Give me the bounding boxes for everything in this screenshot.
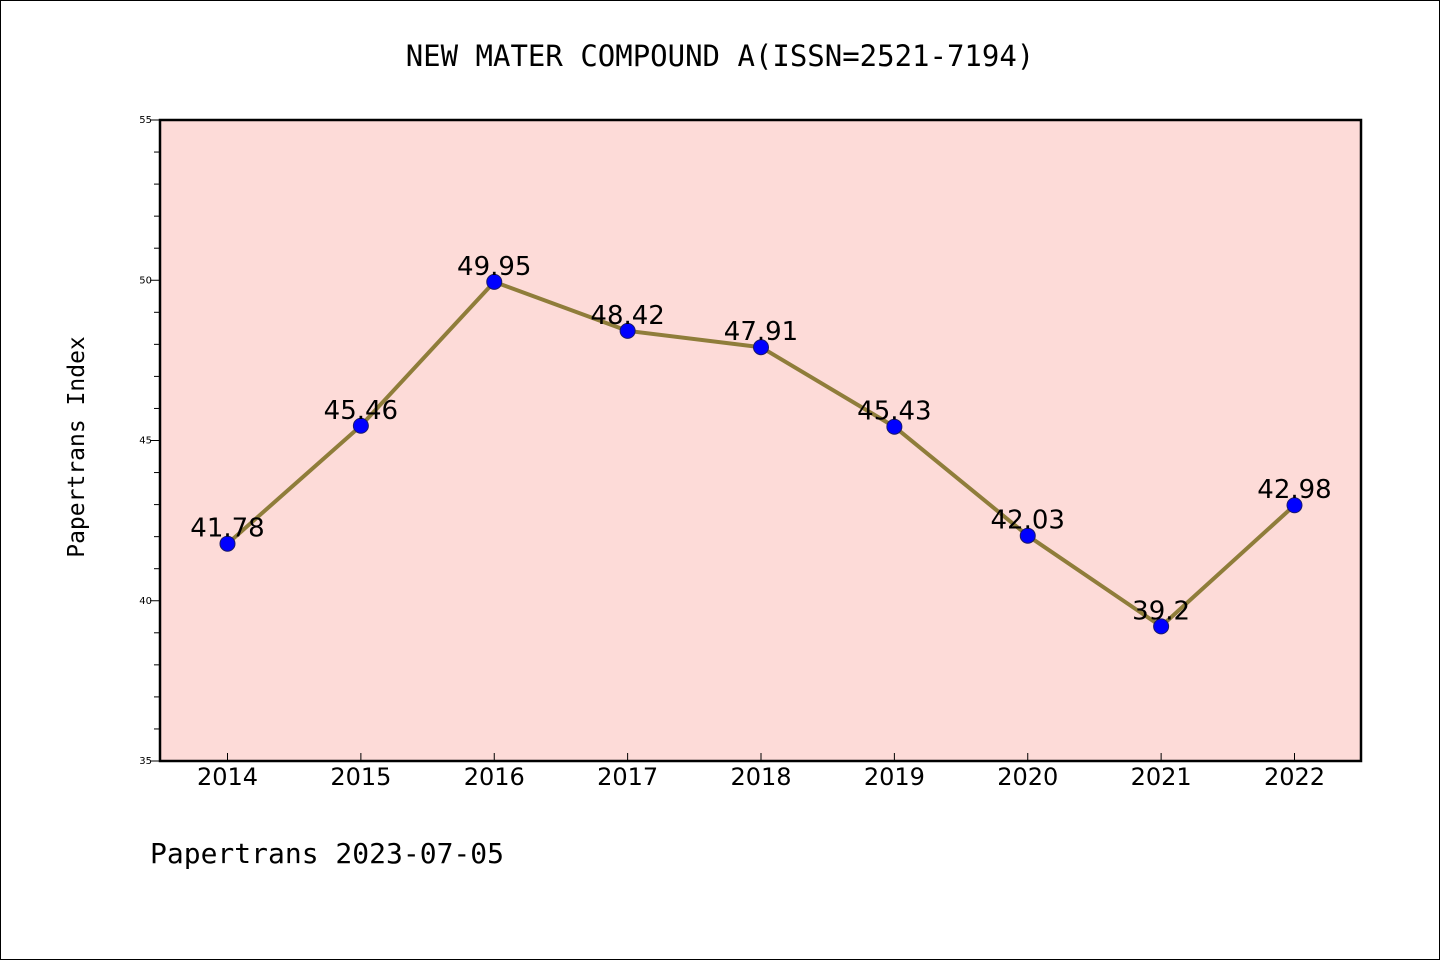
data-point <box>619 322 636 339</box>
plot-border <box>158 118 1363 763</box>
x-tick-label: 2016 <box>464 763 525 791</box>
data-point <box>753 339 769 356</box>
x-tick-label: 2014 <box>197 763 258 791</box>
y-tick-label: 35 <box>139 756 152 767</box>
data-point <box>1286 497 1303 514</box>
data-point <box>1019 527 1036 544</box>
data-point <box>486 273 503 290</box>
x-tick-label: 2022 <box>1264 763 1325 791</box>
x-tick-label: 2021 <box>1131 763 1192 791</box>
data-point <box>1153 618 1170 635</box>
x-tick-label: 2020 <box>997 763 1058 791</box>
data-point <box>352 417 369 434</box>
data-label: 45.46 <box>324 396 398 426</box>
data-label: 49.95 <box>457 252 531 282</box>
y-tick-label: 50 <box>139 275 152 286</box>
x-tick-label: 2018 <box>730 763 791 791</box>
data-label: 45.43 <box>857 397 931 427</box>
plot-area <box>160 120 1361 761</box>
y-tick-label: 55 <box>139 115 152 126</box>
data-label: 47.91 <box>724 317 798 347</box>
data-label: 41.78 <box>190 514 264 544</box>
data-point <box>886 418 903 435</box>
x-tick-label: 2015 <box>330 763 391 791</box>
data-label: 42.98 <box>1257 475 1331 505</box>
y-axis: 35 40 45 50 55 <box>139 115 160 767</box>
data-label: 39.2 <box>1132 596 1190 626</box>
data-markers <box>219 273 1303 635</box>
data-label: 42.03 <box>991 506 1065 536</box>
footer-note: Papertrans 2023-07-05 <box>150 837 504 870</box>
data-point <box>219 535 236 552</box>
x-tick-label: 2017 <box>597 763 658 791</box>
data-label: 48.42 <box>590 301 664 331</box>
x-tick-label: 2019 <box>864 763 925 791</box>
y-tick-label: 45 <box>139 436 152 447</box>
y-axis-label: Papertrans Index <box>64 336 90 558</box>
chart-title: NEW MATER COMPOUND A(ISSN=2521-7194) <box>406 39 1035 73</box>
x-axis: 2014 2015 2016 2017 2018 2019 2020 2021 2022 <box>197 753 1325 791</box>
data-labels: 41.78 45.46 49.95 48.42 47.91 45.43 42.03 39.2 4… <box>190 252 1331 627</box>
y-tick-label: 40 <box>139 596 152 607</box>
